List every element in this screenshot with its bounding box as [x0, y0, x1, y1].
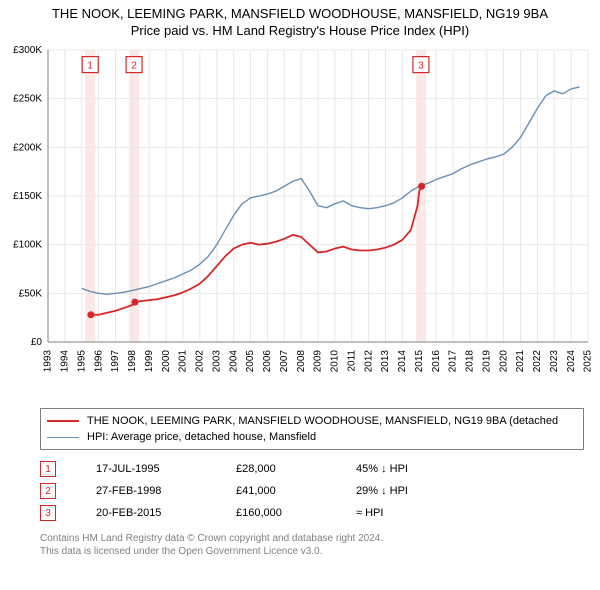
svg-text:2012: 2012	[363, 350, 374, 373]
svg-text:£50K: £50K	[19, 288, 43, 299]
svg-text:£0: £0	[31, 337, 43, 348]
marker-delta: 29% ↓ HPI	[356, 485, 476, 497]
svg-text:2020: 2020	[498, 350, 509, 373]
svg-text:2007: 2007	[279, 350, 290, 373]
footnote: Contains HM Land Registry data © Crown c…	[40, 532, 584, 558]
marker-badge: 1	[40, 461, 56, 477]
marker-badge: 3	[40, 505, 56, 521]
chart-subtitle: Price paid vs. HM Land Registry's House …	[0, 21, 600, 42]
svg-text:2000: 2000	[161, 350, 172, 373]
marker-date: 17-JUL-1995	[96, 463, 236, 475]
svg-text:2017: 2017	[448, 350, 459, 373]
svg-text:£300K: £300K	[13, 45, 42, 56]
sales-markers-table: 1 17-JUL-1995£28,00045% ↓ HPI 2 27-FEB-1998…	[40, 458, 584, 524]
svg-text:£200K: £200K	[13, 142, 42, 153]
marker-row: 3 20-FEB-2015£160,000≈ HPI	[40, 502, 584, 524]
svg-text:2008: 2008	[296, 350, 307, 373]
svg-text:1996: 1996	[93, 350, 104, 373]
chart-plot: £0 £50K £100K £150K £200K £250K £300K 1993 1994 1…	[0, 42, 600, 402]
marker-date: 27-FEB-1998	[96, 485, 236, 497]
svg-text:2002: 2002	[195, 350, 206, 373]
legend: THE NOOK, LEEMING PARK, MANSFIELD WOODHO…	[40, 408, 584, 450]
svg-text:2022: 2022	[532, 350, 543, 373]
marker-price: £28,000	[236, 463, 356, 475]
marker-delta: 45% ↓ HPI	[356, 463, 476, 475]
marker-row: 1 17-JUL-1995£28,00045% ↓ HPI	[40, 458, 584, 480]
chart-container: THE NOOK, LEEMING PARK, MANSFIELD WOODHO…	[0, 0, 600, 558]
svg-text:£100K: £100K	[13, 240, 42, 251]
legend-item: HPI: Average price, detached house, Mans…	[47, 429, 577, 445]
svg-text:2025: 2025	[583, 350, 594, 373]
svg-text:1993: 1993	[43, 350, 54, 373]
svg-text:3: 3	[418, 61, 424, 72]
svg-text:2003: 2003	[211, 350, 222, 373]
legend-swatch	[47, 420, 79, 422]
svg-text:2006: 2006	[262, 350, 273, 373]
marker-price: £160,000	[236, 507, 356, 519]
legend-swatch	[47, 437, 79, 438]
footnote-line: This data is licensed under the Open Gov…	[40, 545, 584, 558]
legend-label: THE NOOK, LEEMING PARK, MANSFIELD WOODHO…	[87, 415, 558, 427]
marker-price: £41,000	[236, 485, 356, 497]
svg-text:2016: 2016	[431, 350, 442, 373]
svg-text:£150K: £150K	[13, 191, 42, 202]
svg-text:£250K: £250K	[13, 94, 42, 105]
legend-label: HPI: Average price, detached house, Mans…	[87, 431, 316, 443]
svg-text:2021: 2021	[515, 350, 526, 373]
svg-text:2024: 2024	[566, 350, 577, 373]
marker-delta: ≈ HPI	[356, 507, 476, 519]
svg-text:1998: 1998	[127, 350, 138, 373]
svg-text:2004: 2004	[228, 350, 239, 373]
svg-text:1999: 1999	[144, 350, 155, 373]
svg-text:2009: 2009	[313, 350, 324, 373]
svg-text:2001: 2001	[178, 350, 189, 373]
svg-text:2019: 2019	[481, 350, 492, 373]
svg-text:2: 2	[131, 61, 137, 72]
svg-text:1994: 1994	[60, 350, 71, 373]
marker-badge: 2	[40, 483, 56, 499]
svg-text:2018: 2018	[465, 350, 476, 373]
svg-text:2005: 2005	[245, 350, 256, 373]
svg-text:2014: 2014	[397, 350, 408, 373]
svg-text:1: 1	[87, 61, 93, 72]
legend-item: THE NOOK, LEEMING PARK, MANSFIELD WOODHO…	[47, 413, 577, 429]
footnote-line: Contains HM Land Registry data © Crown c…	[40, 532, 584, 545]
svg-text:2011: 2011	[346, 350, 357, 372]
svg-text:2013: 2013	[380, 350, 391, 373]
svg-text:2023: 2023	[549, 350, 560, 373]
svg-text:2010: 2010	[330, 350, 341, 373]
svg-text:1995: 1995	[76, 350, 87, 373]
marker-date: 20-FEB-2015	[96, 507, 236, 519]
svg-text:2015: 2015	[414, 350, 425, 373]
svg-text:1997: 1997	[110, 350, 121, 373]
chart-title: THE NOOK, LEEMING PARK, MANSFIELD WOODHO…	[0, 0, 600, 21]
marker-row: 2 27-FEB-1998£41,00029% ↓ HPI	[40, 480, 584, 502]
